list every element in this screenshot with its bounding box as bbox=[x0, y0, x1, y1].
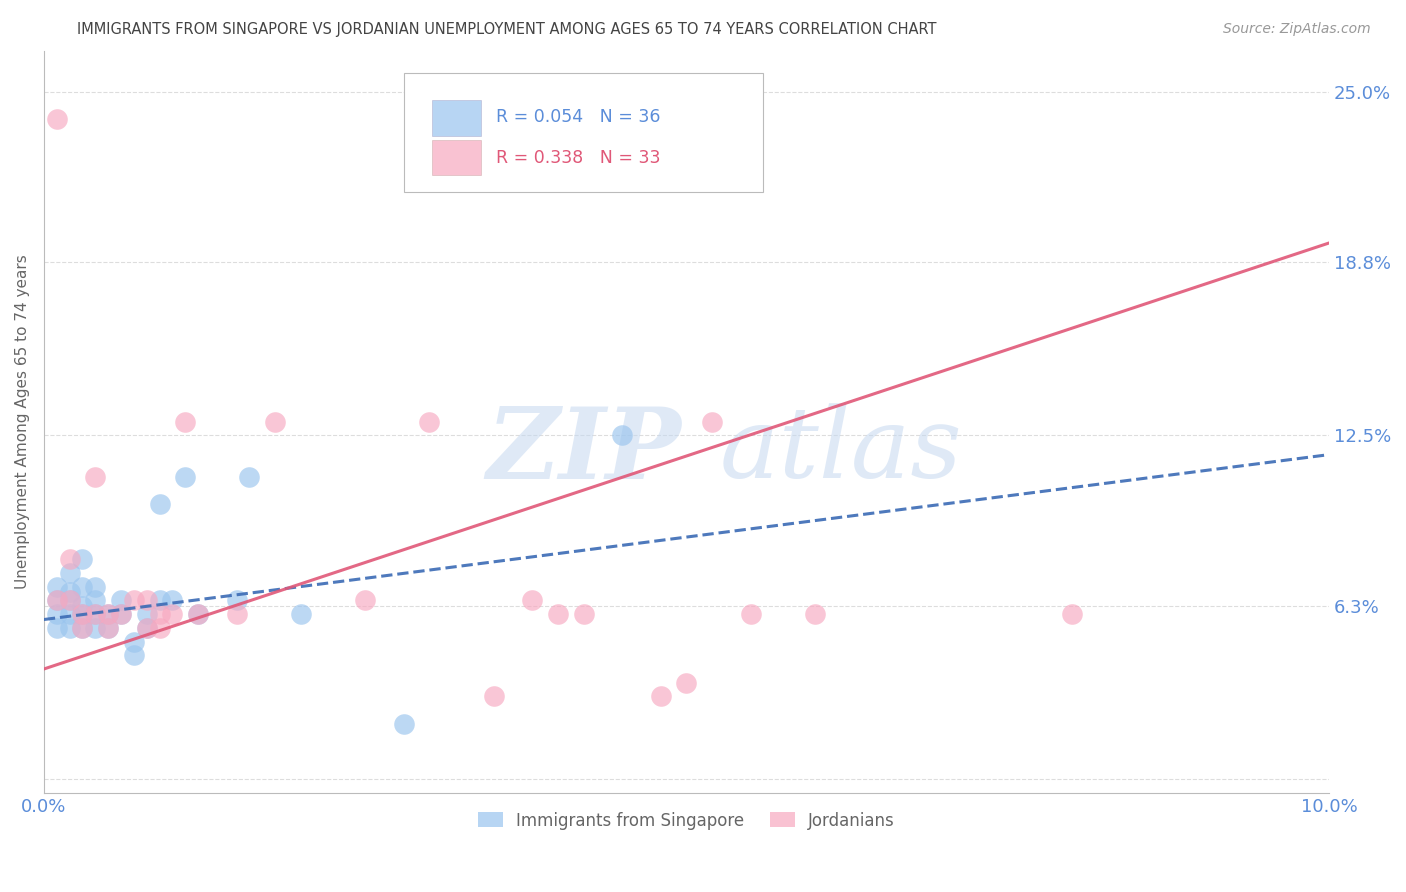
Point bbox=[135, 621, 157, 635]
Point bbox=[72, 607, 94, 621]
Point bbox=[97, 607, 120, 621]
FancyBboxPatch shape bbox=[404, 73, 763, 192]
Point bbox=[72, 599, 94, 613]
FancyBboxPatch shape bbox=[432, 140, 481, 176]
Point bbox=[84, 607, 107, 621]
FancyBboxPatch shape bbox=[432, 101, 481, 136]
Point bbox=[572, 607, 595, 621]
Point bbox=[110, 607, 132, 621]
Point bbox=[135, 593, 157, 607]
Point bbox=[58, 552, 80, 566]
Point bbox=[58, 593, 80, 607]
Point bbox=[135, 607, 157, 621]
Point bbox=[174, 415, 197, 429]
Point bbox=[110, 593, 132, 607]
Text: Source: ZipAtlas.com: Source: ZipAtlas.com bbox=[1223, 22, 1371, 37]
Legend: Immigrants from Singapore, Jordanians: Immigrants from Singapore, Jordanians bbox=[471, 805, 901, 837]
Point bbox=[72, 621, 94, 635]
Text: R = 0.338   N = 33: R = 0.338 N = 33 bbox=[496, 149, 661, 167]
Point bbox=[148, 497, 170, 511]
Y-axis label: Unemployment Among Ages 65 to 74 years: Unemployment Among Ages 65 to 74 years bbox=[15, 254, 30, 589]
Point bbox=[148, 607, 170, 621]
Point bbox=[740, 607, 762, 621]
Point bbox=[162, 607, 184, 621]
Point bbox=[97, 621, 120, 635]
Text: atlas: atlas bbox=[720, 404, 962, 499]
Point bbox=[547, 607, 569, 621]
Point bbox=[650, 690, 672, 704]
Point bbox=[610, 428, 633, 442]
Point bbox=[45, 621, 67, 635]
Point bbox=[354, 593, 377, 607]
Point bbox=[264, 415, 287, 429]
Point bbox=[148, 593, 170, 607]
Point bbox=[174, 469, 197, 483]
Point bbox=[72, 607, 94, 621]
Point bbox=[72, 621, 94, 635]
Point bbox=[45, 112, 67, 127]
Point bbox=[135, 621, 157, 635]
Point bbox=[84, 593, 107, 607]
Point bbox=[290, 607, 312, 621]
Text: ZIP: ZIP bbox=[486, 403, 681, 500]
Point bbox=[58, 585, 80, 599]
Point bbox=[84, 621, 107, 635]
Point bbox=[84, 607, 107, 621]
Point bbox=[225, 593, 247, 607]
Point bbox=[418, 415, 440, 429]
Point bbox=[225, 607, 247, 621]
Point bbox=[110, 607, 132, 621]
Point bbox=[72, 552, 94, 566]
Point bbox=[58, 566, 80, 580]
Point bbox=[187, 607, 209, 621]
Point bbox=[162, 593, 184, 607]
Point bbox=[45, 580, 67, 594]
Point bbox=[1060, 607, 1083, 621]
Text: IMMIGRANTS FROM SINGAPORE VS JORDANIAN UNEMPLOYMENT AMONG AGES 65 TO 74 YEARS CO: IMMIGRANTS FROM SINGAPORE VS JORDANIAN U… bbox=[77, 22, 936, 37]
Point bbox=[45, 607, 67, 621]
Point bbox=[187, 607, 209, 621]
Point bbox=[700, 415, 723, 429]
Text: R = 0.054   N = 36: R = 0.054 N = 36 bbox=[496, 109, 661, 127]
Point bbox=[392, 717, 415, 731]
Point bbox=[482, 690, 505, 704]
Point bbox=[45, 593, 67, 607]
Point bbox=[72, 580, 94, 594]
Point bbox=[58, 621, 80, 635]
Point bbox=[675, 675, 697, 690]
Point bbox=[58, 593, 80, 607]
Point bbox=[58, 607, 80, 621]
Point bbox=[522, 593, 544, 607]
Point bbox=[804, 607, 827, 621]
Point bbox=[122, 634, 145, 648]
Point bbox=[122, 593, 145, 607]
Point bbox=[122, 648, 145, 663]
Point bbox=[238, 469, 260, 483]
Point bbox=[84, 580, 107, 594]
Point bbox=[97, 621, 120, 635]
Point bbox=[84, 469, 107, 483]
Point bbox=[148, 621, 170, 635]
Point bbox=[45, 593, 67, 607]
Point bbox=[97, 607, 120, 621]
